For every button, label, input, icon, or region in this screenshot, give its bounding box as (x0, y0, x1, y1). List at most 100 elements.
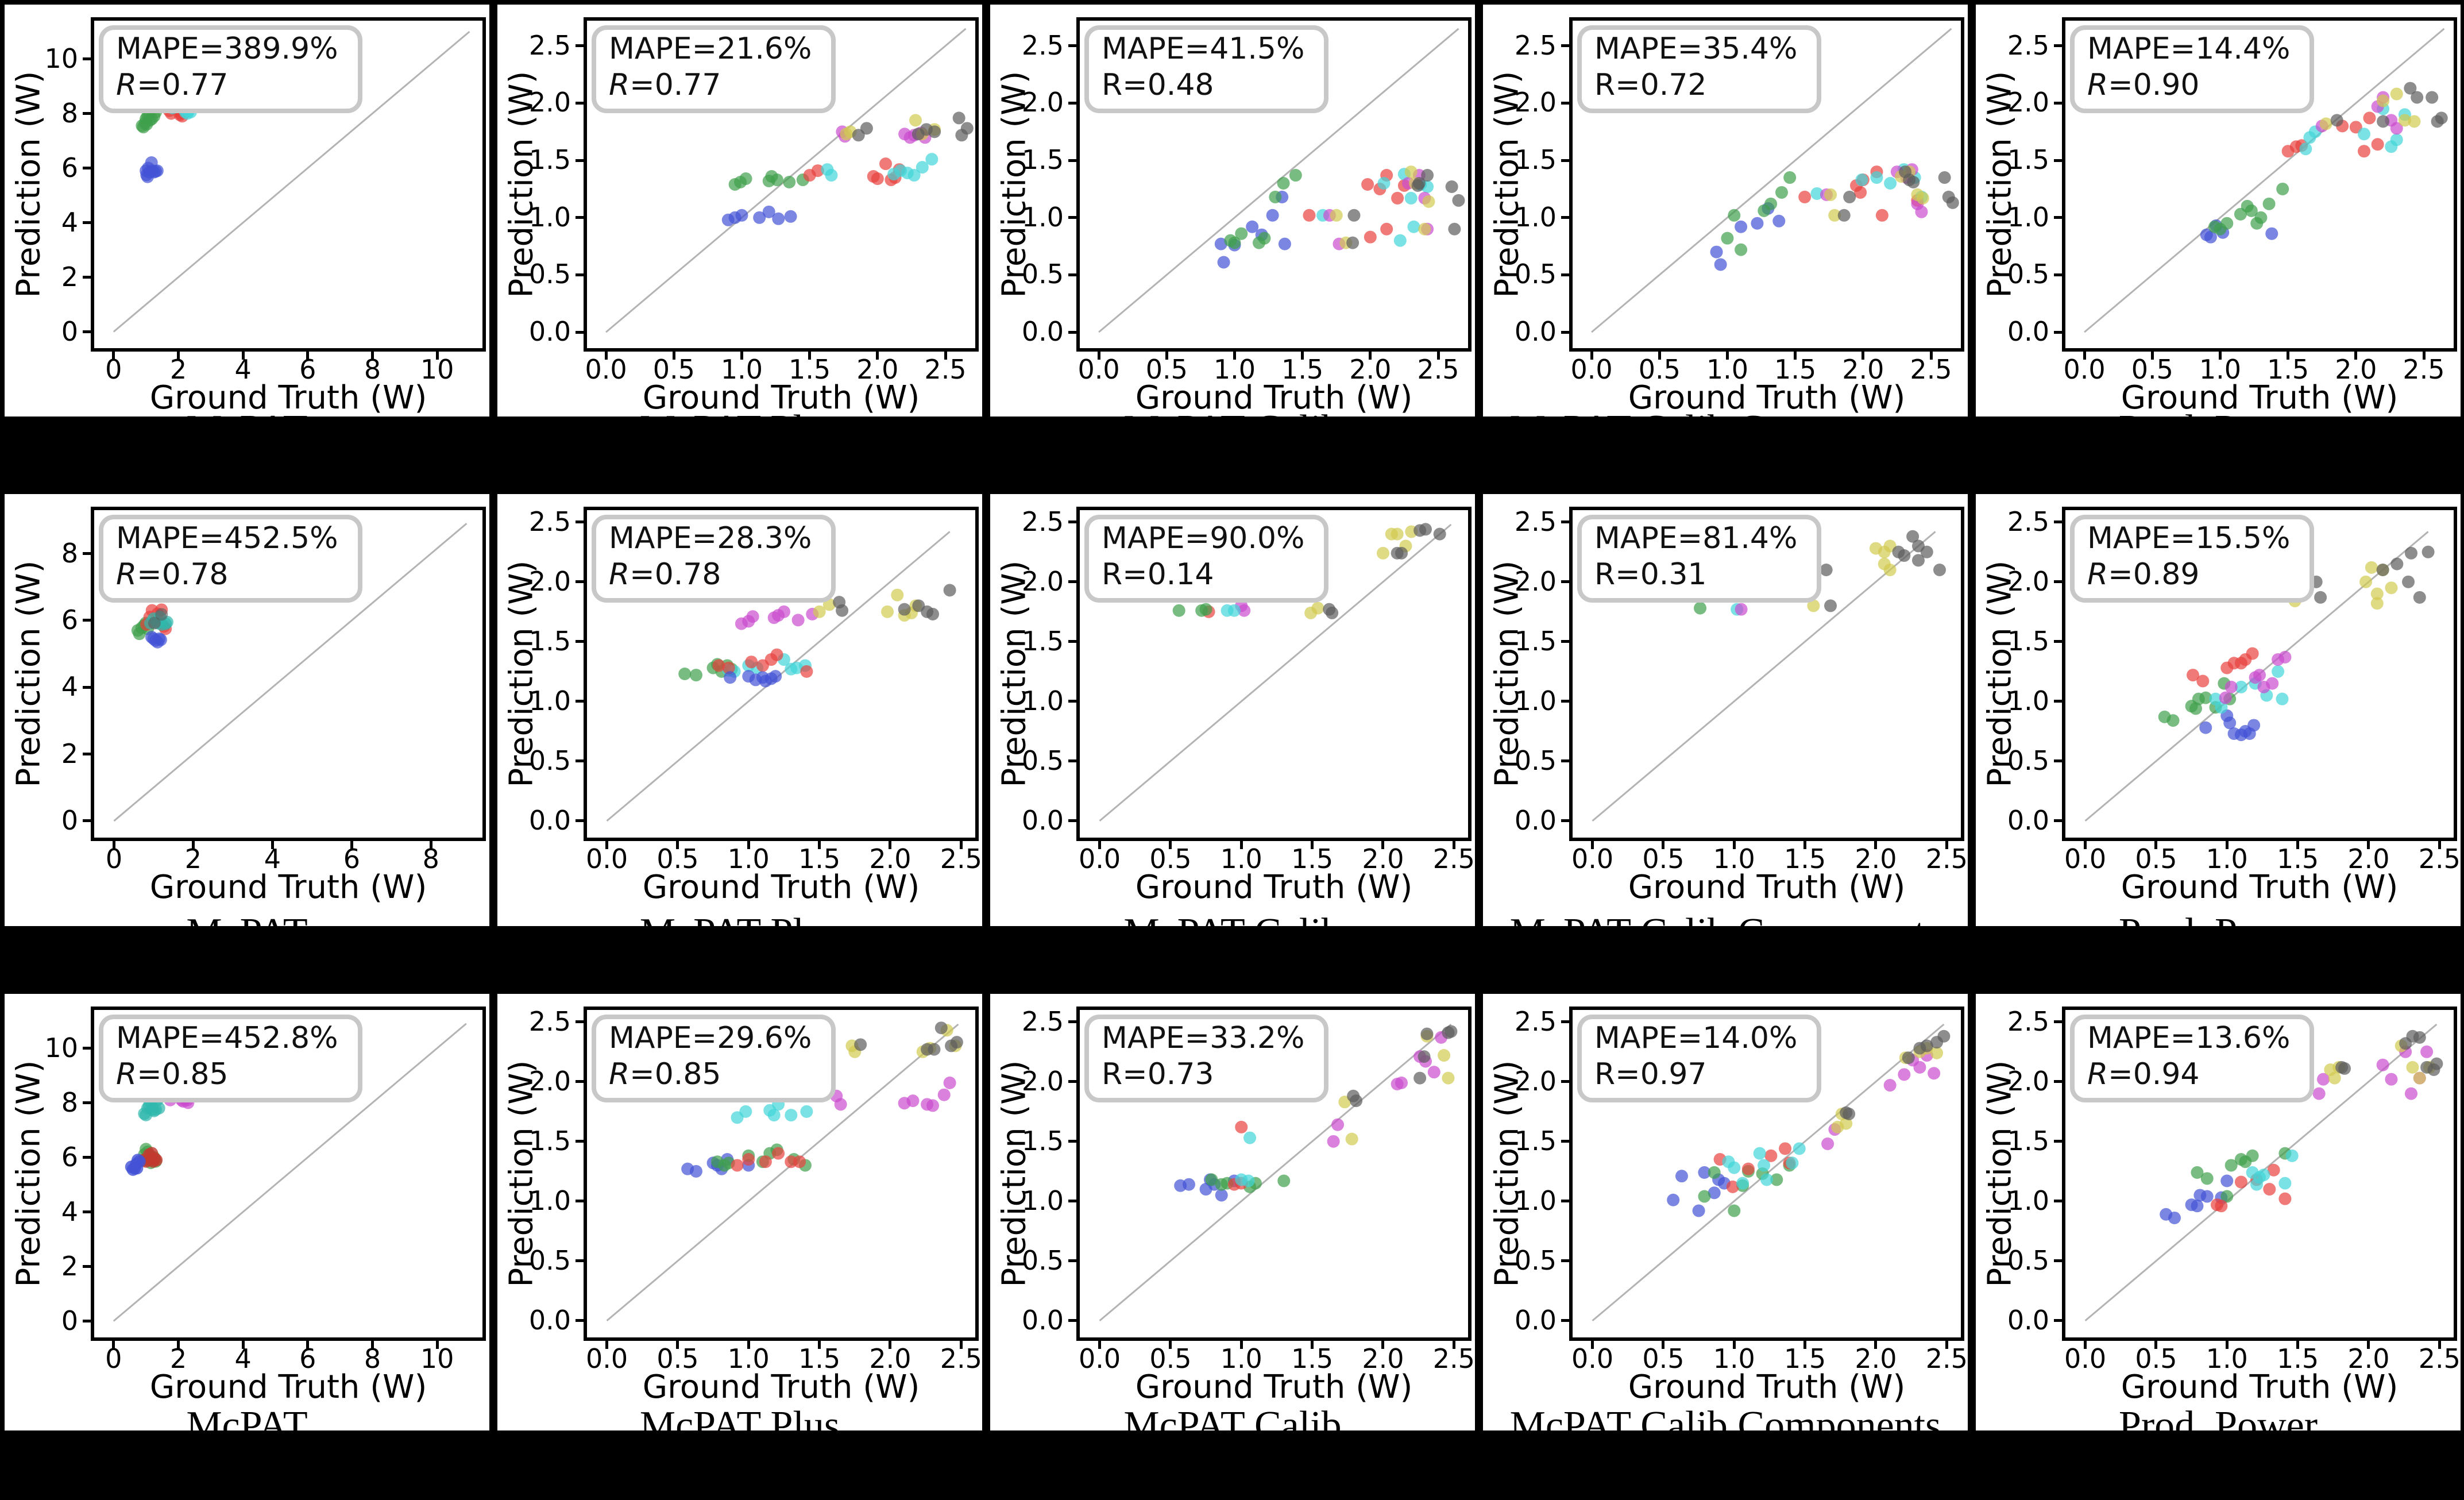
data-point-magenta (2224, 680, 2238, 693)
y-tick-mark (2054, 101, 2062, 105)
data-point-cyan (800, 1105, 813, 1118)
data-point-cyan (2278, 1177, 2292, 1190)
x-tick-mark (2225, 841, 2229, 849)
data-point-green (770, 173, 783, 187)
y-tick: 0.5 (2007, 745, 2049, 776)
y-tick: 2.0 (1021, 565, 1064, 597)
subplot-title: McPAT Plus (497, 910, 982, 926)
y-tick-mark (576, 700, 584, 703)
y-tick-mark (1561, 1259, 1569, 1263)
y-tick-mark (83, 276, 91, 279)
data-point-gray (950, 1036, 963, 1049)
data-point-blue (1708, 1186, 1721, 1200)
y-tick-mark (1561, 101, 1569, 105)
y-tick: 0.5 (1514, 745, 1557, 776)
y-tick: 6 (61, 604, 78, 635)
data-point-blue (1698, 1166, 1711, 1179)
data-point-green (2224, 1159, 2238, 1172)
data-point-gray (2390, 557, 2404, 570)
data-point-cyan (2285, 1149, 2299, 1162)
y-tick-mark (2054, 273, 2062, 276)
y-tick-mark (1561, 330, 1569, 334)
y-tick-mark (83, 57, 91, 60)
data-point-green (1205, 1173, 1218, 1186)
subplot-mcpat-calib-components-row3: Prediction (W) MAPE=14.0% R=0.97 0.0 0.5 1… (1483, 994, 1968, 1430)
x-axis-label: Ground Truth (W) (1135, 379, 1413, 417)
data-point-blue (2199, 721, 2212, 734)
mape-value: MAPE=35.4% (1594, 32, 1798, 66)
data-point-red (1798, 190, 1812, 203)
plot-frame: MAPE=389.9% R=0.77 (91, 17, 486, 352)
y-tick: 0.5 (1021, 259, 1064, 290)
data-point-gray (1938, 171, 1951, 184)
data-point-red (2363, 111, 2376, 125)
data-point-green (678, 668, 692, 680)
subplot-title: Prod. Power (1976, 910, 2461, 926)
data-point-green (2200, 1172, 2214, 1185)
data-point-gray (1843, 1107, 1856, 1120)
y-tick-mark (83, 167, 91, 169)
data-point-cyan (1243, 1131, 1257, 1144)
x-tick-mark (1861, 352, 1865, 360)
subplot-title: McPAT Calib (1123, 1403, 1342, 1430)
data-point-blue (772, 212, 785, 225)
y-tick: 1.5 (528, 1125, 571, 1156)
plot-frame: MAPE=29.6% R=0.85 (584, 1007, 979, 1341)
data-point-green (2191, 1166, 2204, 1179)
y-tick: 2.5 (1021, 506, 1064, 537)
plot-frame: MAPE=13.6% R=0.94 (2062, 1007, 2457, 1341)
subplot-title: McPAT Calib Components (1483, 910, 1968, 926)
y-tick: 2.0 (1514, 1065, 1557, 1097)
r-value: R=0.31 (1594, 557, 1797, 593)
data-point-green (1277, 177, 1290, 190)
data-point-blue (154, 633, 167, 646)
y-tick-mark (2054, 1200, 2062, 1203)
data-point-magenta (1427, 1066, 1440, 1079)
stats-box: MAPE=13.6% R=0.94 (2070, 1015, 2315, 1102)
data-point-green (1783, 171, 1797, 184)
y-tick-mark (576, 273, 584, 276)
mape-value: MAPE=33.2% (1102, 1021, 1305, 1055)
plot-frame: MAPE=90.0% R=0.14 (1076, 507, 1472, 841)
scatter-canvas (605, 28, 974, 333)
r-label-value: =0.72 (1615, 68, 1707, 103)
stats-box: MAPE=452.5% R=0.78 (99, 515, 362, 603)
x-tick-mark (1436, 352, 1440, 360)
data-point-green (1728, 1204, 1741, 1217)
y-tick-mark (1561, 1200, 1569, 1203)
y-tick-mark (1068, 330, 1076, 334)
subplot-mcpat-plus-row2: Prediction (W) MAPE=28.3% R=0.78 0.0 0.5 1… (497, 494, 982, 926)
x-tick-mark (1662, 1341, 1665, 1349)
data-point-gray (1448, 222, 1461, 236)
r-label-value: =0.77 (137, 68, 229, 103)
r-label-name: R (1594, 557, 1616, 592)
subplot-title: McPAT Plus (497, 407, 982, 417)
data-point-cyan (2358, 128, 2370, 141)
data-point-cyan (1855, 173, 1868, 187)
data-point-red (2196, 674, 2210, 688)
data-point-magenta (2219, 691, 2232, 704)
data-point-red (759, 1155, 772, 1169)
data-point-cyan (1736, 1177, 1749, 1190)
data-point-yellow (2377, 94, 2390, 107)
r-label-name: R (609, 68, 630, 103)
data-point-blue (1266, 209, 1279, 222)
data-point-blue (2168, 1211, 2181, 1224)
y-tick: 2.5 (528, 1005, 571, 1037)
data-point-green (1228, 236, 1241, 249)
x-axis-label: Ground Truth (W) (1628, 1368, 1906, 1406)
x-tick-mark (1945, 1341, 1948, 1349)
x-tick-mark (1874, 1341, 1878, 1349)
scatter-canvas (1098, 28, 1465, 333)
r-label-value: =0.77 (629, 68, 721, 103)
data-point-gray (1898, 549, 1911, 562)
data-point-magenta (943, 1076, 956, 1089)
data-point-magenta (746, 610, 759, 623)
y-tick: 0.0 (1021, 804, 1064, 836)
x-tick-mark (1794, 352, 1797, 360)
y-tick-mark (1561, 580, 1569, 584)
y-tick: 1.5 (1021, 1125, 1064, 1156)
y-tick-mark (1068, 1140, 1076, 1143)
y-tick: 1.0 (2007, 201, 2049, 233)
